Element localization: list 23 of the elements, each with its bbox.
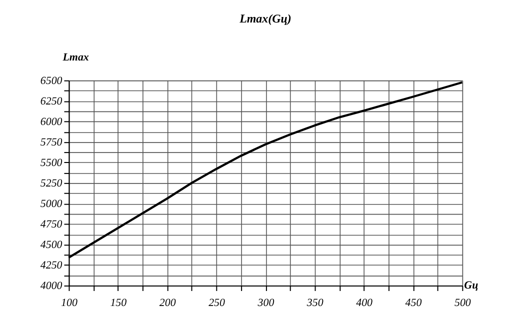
y-tick-label: 5500 (40, 156, 63, 169)
y-tick-label: 6500 (40, 74, 63, 87)
x-tick-label: 250 (208, 296, 226, 309)
y-tick-label: 4250 (40, 259, 63, 272)
chart-title: Lmax(Gц) (238, 12, 292, 26)
y-axis-title: Lmax (62, 51, 90, 64)
x-tick-label: 500 (454, 296, 472, 309)
x-tick-label: 350 (306, 296, 324, 309)
y-tick-label: 5000 (40, 198, 63, 210)
y-tick-label: 5250 (40, 177, 63, 190)
y-tick-label: 4000 (40, 280, 63, 292)
x-tick-label: 450 (405, 296, 422, 309)
x-tick-label: 200 (159, 296, 176, 309)
x-tick-label: 100 (61, 296, 78, 309)
x-tick-label: 300 (256, 296, 275, 309)
x-tick-label: 400 (356, 296, 374, 309)
x-axis-title: Gц (464, 280, 478, 292)
y-tick-label: 4750 (40, 218, 63, 230)
y-tick-label: 6000 (40, 116, 63, 128)
y-tick-label: 4500 (40, 238, 63, 251)
x-tick-label: 150 (110, 296, 128, 309)
y-tick-label: 5750 (40, 136, 63, 148)
y-tick-label: 6250 (40, 95, 63, 108)
